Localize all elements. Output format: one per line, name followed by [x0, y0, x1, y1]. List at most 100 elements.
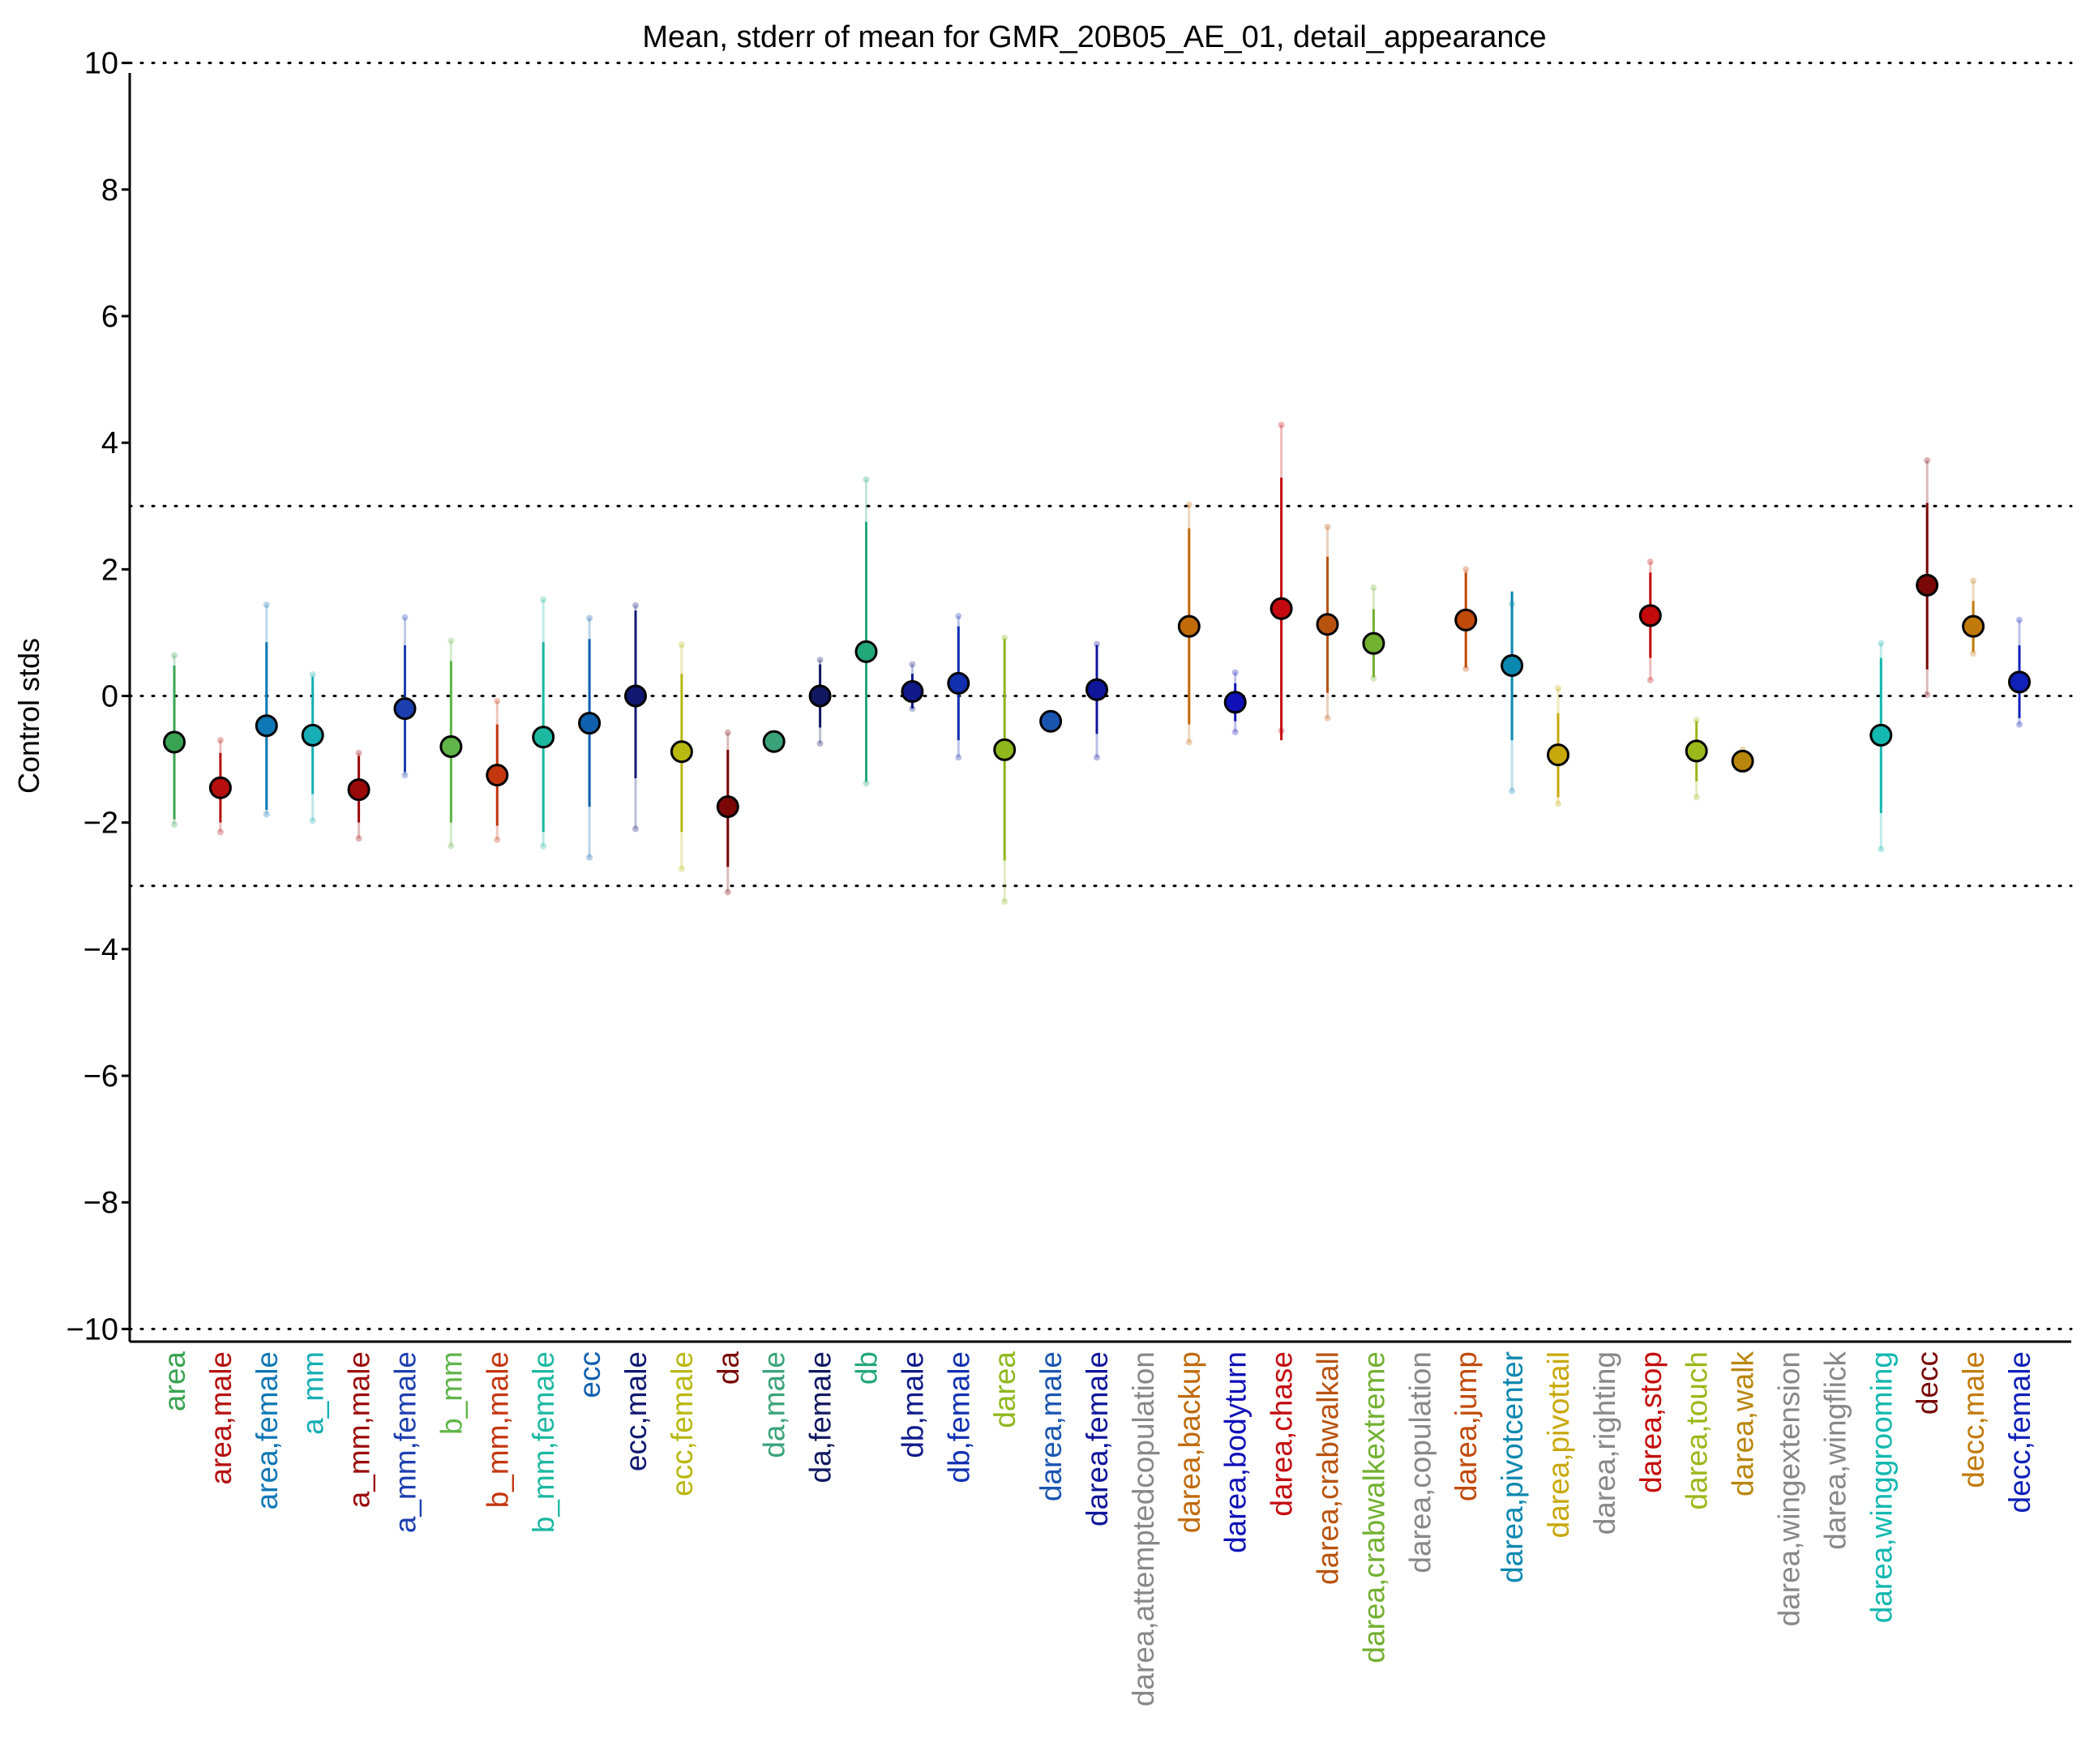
- x-tick-label: darea,wingflick: [1818, 1351, 1852, 1550]
- range-end-point: [909, 661, 916, 668]
- x-tick-label: da,female: [804, 1351, 837, 1484]
- range-end-point: [1509, 787, 1516, 794]
- y-tick-label: −4: [83, 933, 118, 967]
- range-end-point: [678, 641, 685, 649]
- category-ecc: [578, 614, 602, 861]
- x-tick-label: ecc,male: [619, 1351, 653, 1471]
- x-tick-label: b_mm,male: [481, 1351, 514, 1508]
- range-end-point: [1970, 650, 1977, 657]
- range-end-point: [1370, 584, 1377, 591]
- category-db: [854, 476, 878, 787]
- category-area: [163, 652, 186, 828]
- y-tick-label: −8: [83, 1186, 118, 1220]
- range-end-point: [1555, 800, 1561, 807]
- range-end-point: [724, 729, 731, 736]
- x-tick-label: ecc,female: [666, 1351, 699, 1496]
- mean-point: [1731, 749, 1754, 773]
- x-tick-label: darea,copulation: [1403, 1351, 1437, 1573]
- range-end-point: [216, 828, 224, 836]
- mean-point: [1454, 608, 1478, 632]
- range-end-point: [1094, 754, 1100, 761]
- y-tick-label: −2: [83, 807, 118, 841]
- category-a-mm-male: [347, 749, 370, 842]
- range-end-point: [216, 737, 224, 744]
- range-end-point: [1693, 794, 1700, 801]
- x-tick-label: db: [850, 1351, 884, 1385]
- mean-point: [670, 740, 693, 764]
- range-end-point: [863, 780, 870, 787]
- category-ecc-male: [624, 602, 647, 833]
- range-end-point: [632, 602, 639, 609]
- y-tick-label: 8: [101, 173, 118, 208]
- range-end-point: [1878, 640, 1885, 647]
- y-tick-label: −10: [66, 1312, 118, 1347]
- range-end-point: [1693, 717, 1700, 724]
- x-tick-label: area,female: [250, 1351, 284, 1509]
- range-end-point: [447, 842, 455, 850]
- x-tick-label: darea,walk: [1727, 1351, 1760, 1496]
- mean-point: [255, 714, 278, 738]
- y-tick-label: 0: [101, 680, 118, 714]
- range-end-point: [1324, 524, 1331, 531]
- mean-point: [993, 738, 1017, 761]
- mean-point: [208, 776, 232, 799]
- mean-point: [854, 640, 878, 663]
- range-end-point: [1370, 674, 1377, 682]
- x-tick-label: da,male: [758, 1351, 791, 1458]
- x-tick-labels: area area,male area,female a_mm a_mm,male a_m…: [158, 1351, 2036, 1707]
- category-darea: [993, 634, 1017, 906]
- x-tick-label: b_mm,female: [527, 1351, 560, 1533]
- category-area-male: [208, 737, 232, 836]
- range-end-point: [1185, 739, 1193, 746]
- range-end-point: [1970, 577, 1977, 584]
- category-darea-jump: [1454, 566, 1478, 672]
- x-tick-label: darea,touch: [1681, 1351, 1714, 1509]
- x-tick-label: a_mm: [297, 1351, 330, 1435]
- category-da-male: [762, 730, 786, 753]
- x-tick-label: decc,male: [1957, 1351, 1990, 1488]
- range-end-point: [1231, 669, 1239, 676]
- x-tick-label: da: [712, 1351, 745, 1385]
- category-decc: [1916, 457, 1939, 698]
- x-tick-label: darea,jump: [1449, 1351, 1483, 1501]
- range-end-point: [1555, 685, 1561, 692]
- category-darea-winggrooming: [1869, 640, 1893, 853]
- category-b-mm-female: [532, 596, 555, 850]
- range-end-point: [171, 821, 178, 828]
- range-end-point: [263, 602, 270, 609]
- mean-point: [1085, 678, 1108, 701]
- range-end-point: [171, 652, 178, 659]
- range-end-point: [1001, 898, 1008, 906]
- x-tick-label: db,female: [942, 1351, 975, 1484]
- category-darea-male: [1039, 709, 1063, 733]
- mean-point: [1547, 743, 1569, 767]
- range-end-point: [955, 754, 962, 761]
- range-end-point: [586, 614, 593, 622]
- range-end-point: [447, 637, 455, 644]
- range-end-point: [816, 740, 824, 747]
- x-tick-label: darea,righting: [1588, 1351, 1621, 1535]
- x-tick-label: darea,winggrooming: [1865, 1351, 1898, 1623]
- x-tick-label: darea: [988, 1351, 1021, 1428]
- category-darea-bodyturn: [1223, 669, 1247, 736]
- range-end-point: [2016, 616, 2023, 623]
- x-tick-label: darea,stop: [1634, 1351, 1668, 1493]
- range-end-point: [355, 749, 362, 756]
- range-end-point: [586, 854, 593, 861]
- range-end-point: [1646, 676, 1654, 683]
- mean-point: [808, 684, 832, 708]
- range-end-point: [309, 817, 316, 824]
- x-tick-label: darea,female: [1081, 1351, 1114, 1526]
- category-a-mm-female: [393, 614, 417, 779]
- range-end-point: [1646, 558, 1654, 565]
- range-end-point: [1278, 422, 1285, 429]
- category-darea-chase: [1270, 422, 1293, 741]
- mean-point: [947, 671, 970, 695]
- range-end-point: [1878, 846, 1885, 853]
- category-darea-touch: [1685, 717, 1708, 801]
- axes: [128, 73, 2071, 1343]
- x-tick-label: decc,female: [2003, 1351, 2036, 1514]
- category-decc-female: [2008, 616, 2031, 728]
